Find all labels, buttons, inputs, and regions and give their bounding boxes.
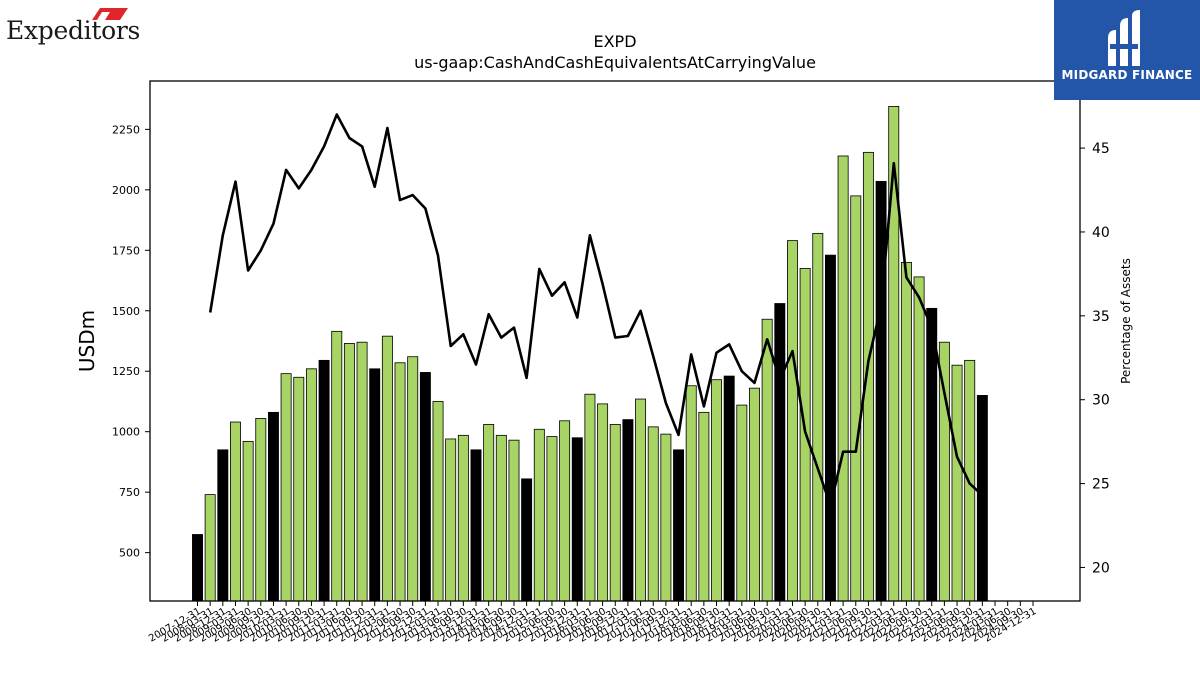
bar: [622, 419, 634, 602]
bar: [521, 478, 533, 602]
y-tick-label: 2000: [112, 184, 140, 197]
bar: [875, 180, 887, 602]
bar: [267, 411, 279, 602]
bar: [508, 439, 520, 602]
bar: [305, 368, 317, 602]
bar: [913, 276, 925, 602]
bar: [723, 375, 735, 602]
y-tick-label: 1500: [112, 305, 140, 318]
y-axis-label: USDm: [75, 310, 99, 372]
y2-tick-label: 40: [1092, 225, 1110, 241]
bar: [242, 440, 254, 602]
midgard-mark-icon: [1108, 10, 1140, 66]
bar: [647, 426, 659, 602]
bar: [787, 240, 798, 602]
bar: [685, 385, 697, 602]
bar: [862, 151, 874, 602]
bar: [230, 421, 241, 602]
chart-subtitle: us-gaap:CashAndCashEquivalentsAtCarrying…: [414, 53, 816, 72]
y-tick-label: 2250: [112, 123, 140, 136]
bar: [951, 364, 963, 602]
line-layer: [208, 113, 984, 507]
flag-icon: [92, 8, 128, 20]
bar: [571, 437, 583, 602]
y2-tick-label: 30: [1092, 393, 1110, 409]
expeditors-logo: Expeditors: [4, 4, 154, 48]
bar: [495, 434, 507, 602]
bar: [381, 335, 393, 602]
bar: [976, 395, 988, 602]
bars-layer: [192, 105, 988, 602]
bar: [533, 428, 545, 602]
bar: [761, 318, 773, 602]
expeditors-logo-text: Expeditors: [6, 16, 141, 45]
bar: [850, 195, 862, 602]
bar: [457, 434, 469, 602]
bar: [774, 303, 786, 602]
midgard-finance-text: MIDGARD FINANCE: [1061, 68, 1193, 82]
bar: [293, 376, 305, 602]
y-tick-label: 1750: [112, 244, 140, 257]
bar: [483, 424, 495, 602]
bar: [673, 449, 685, 602]
midgard-finance-logo: MIDGARD FINANCE: [1054, 0, 1200, 100]
bar: [356, 341, 368, 602]
y-tick-label: 750: [119, 486, 140, 499]
bar: [559, 420, 571, 602]
bar: [419, 372, 431, 602]
bar: [546, 436, 558, 602]
bar: [824, 254, 836, 602]
bar: [698, 411, 710, 602]
bar: [204, 494, 216, 602]
y-tick-label: 1250: [112, 365, 140, 378]
bar: [736, 404, 748, 602]
bar: [407, 356, 419, 602]
bar: [660, 433, 672, 602]
bar: [749, 387, 760, 602]
bar: [470, 449, 482, 602]
y2-tick-label: 35: [1092, 309, 1110, 325]
bar: [280, 373, 292, 602]
y-tick-label: 500: [119, 547, 140, 560]
bar: [812, 232, 824, 602]
series-line-pct-assets: [208, 113, 984, 507]
bar: [432, 401, 444, 602]
bar: [609, 424, 621, 602]
bar: [837, 155, 849, 602]
bar: [900, 261, 912, 602]
y2-tick-label: 45: [1092, 141, 1110, 157]
y2-tick-label: 25: [1092, 477, 1110, 493]
y2-tick-label: 20: [1092, 560, 1110, 576]
bar: [888, 105, 900, 602]
bar: [635, 398, 647, 602]
bar: [597, 403, 609, 602]
bar: [318, 359, 330, 602]
bar: [217, 449, 229, 602]
bar: [711, 379, 722, 602]
y-tick-label: 1000: [112, 426, 140, 439]
bar: [369, 368, 381, 602]
bar: [331, 330, 343, 602]
bar: [343, 343, 355, 602]
bar: [584, 393, 596, 602]
bar: [192, 534, 203, 602]
y2-axis-label: Percentage of Assets: [1119, 258, 1133, 384]
bar: [394, 362, 406, 602]
bar: [255, 417, 267, 602]
axes-layer: 500 750 1000 1250 1500 1750 2000 2250 20 25 30 35 40…: [112, 123, 1110, 644]
chart-title: EXPD: [593, 32, 637, 51]
bar: [445, 438, 457, 602]
